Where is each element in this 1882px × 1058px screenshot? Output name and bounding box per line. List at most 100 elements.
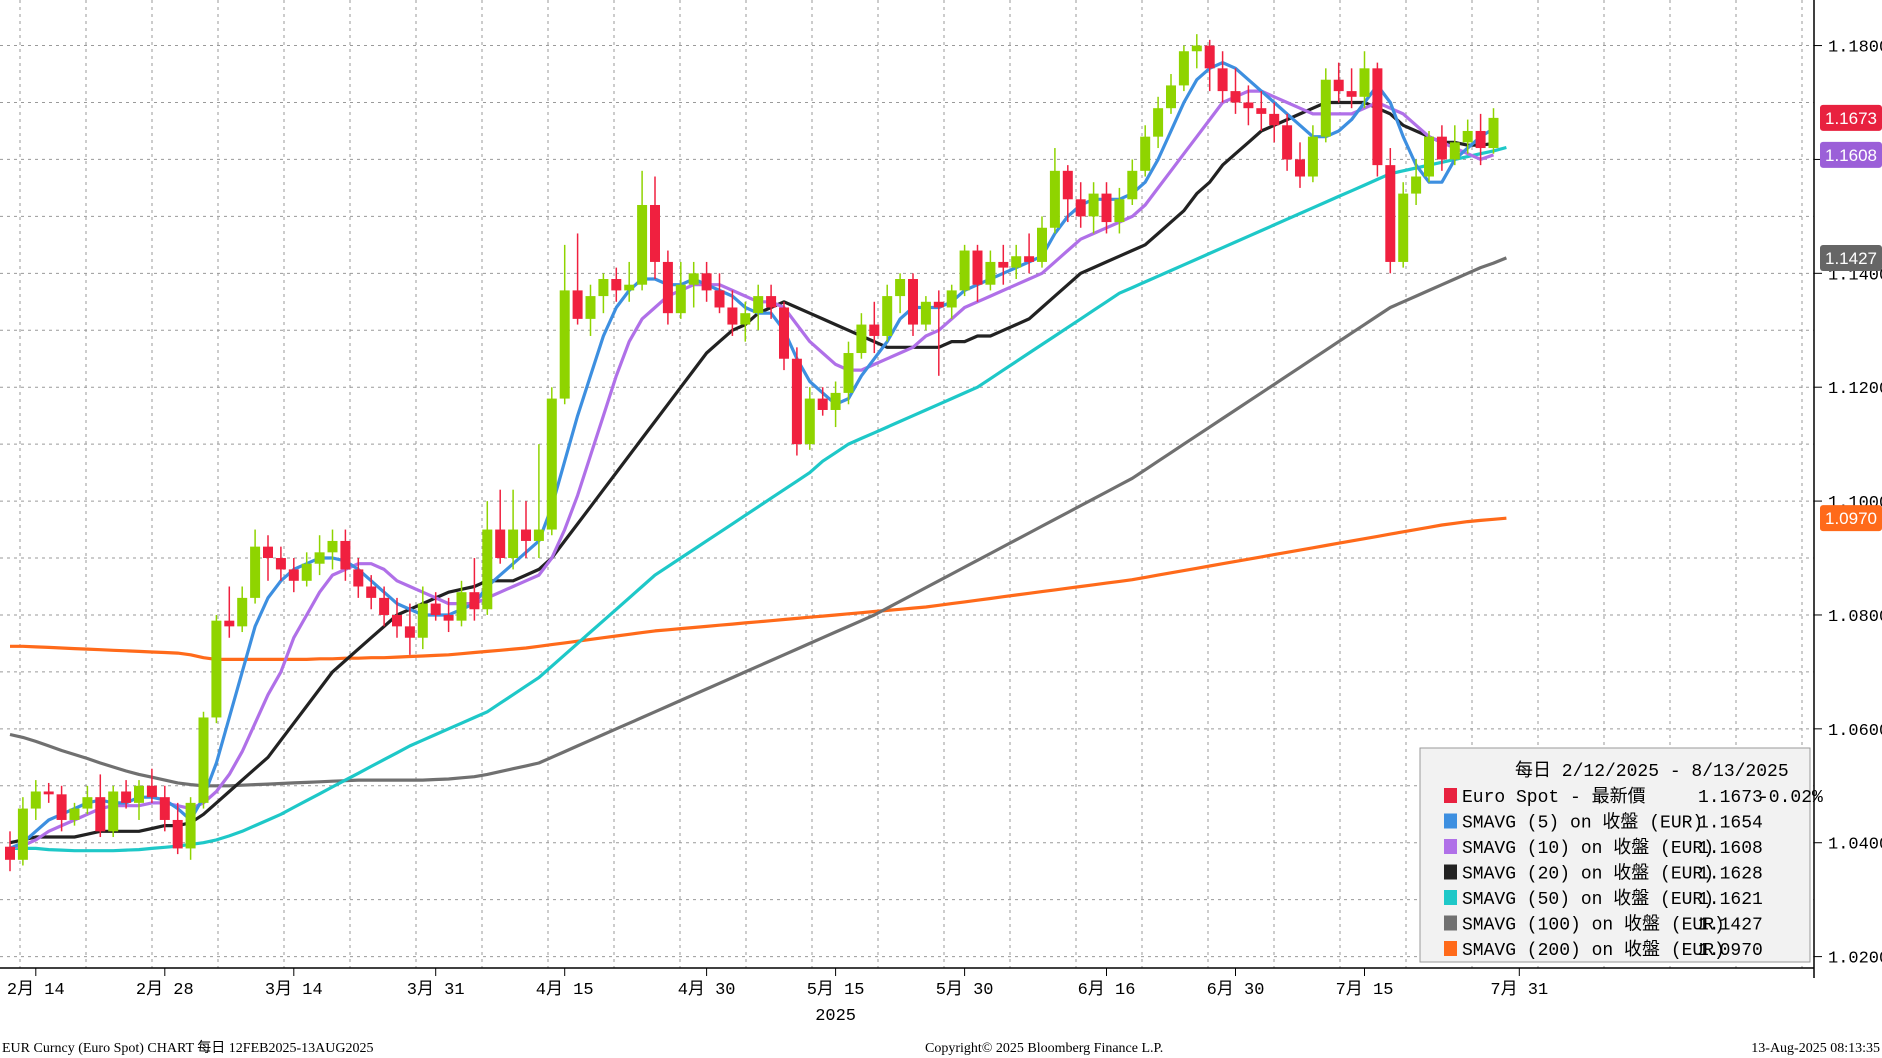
candle — [1411, 159, 1422, 205]
candle-body — [95, 797, 106, 832]
candle — [1204, 39, 1215, 92]
candle-body — [856, 324, 867, 354]
candle — [1114, 187, 1125, 234]
candle-body — [121, 791, 132, 803]
candle — [1333, 62, 1344, 103]
candle-body — [882, 296, 893, 336]
candle-body — [727, 307, 738, 325]
candle-body — [1282, 125, 1293, 160]
candle — [1307, 125, 1318, 183]
candle — [43, 782, 54, 803]
candle — [804, 387, 815, 450]
candle-body — [959, 250, 970, 291]
candle — [1488, 108, 1499, 154]
candle — [766, 284, 777, 319]
candle-body — [869, 324, 880, 336]
candle — [1436, 125, 1447, 171]
legend-label: SMAVG (10) on 收盤 (EUR) — [1462, 837, 1714, 859]
sma-line-100 — [9, 256, 1507, 788]
x-tick-label: 6月 16 — [1078, 980, 1136, 1000]
x-year-label: 2025 — [815, 1007, 856, 1026]
candle — [1385, 148, 1396, 274]
candle — [1320, 68, 1331, 143]
candle-body — [585, 296, 596, 319]
candle-body — [559, 290, 570, 399]
x-tick-label: 3月 31 — [407, 980, 465, 1000]
candle-body — [211, 620, 222, 718]
x-tick-label: 2月 28 — [136, 980, 194, 1000]
candle-body — [1178, 51, 1189, 86]
candle-body — [946, 290, 957, 308]
legend-swatch — [1444, 864, 1457, 880]
candle-body — [701, 273, 712, 291]
candle — [1372, 62, 1383, 177]
candle — [392, 597, 402, 638]
candle-body — [159, 797, 170, 820]
candle — [946, 284, 957, 319]
y-tick-label: 1.1800 — [1828, 39, 1882, 58]
candle — [82, 785, 93, 815]
candle — [1475, 113, 1486, 166]
candle-body — [495, 529, 506, 559]
candle — [521, 501, 531, 559]
candle-body — [327, 540, 338, 553]
candle — [688, 261, 699, 308]
value-badge: 1.1608 — [1820, 141, 1882, 168]
candle — [1037, 216, 1047, 268]
candle-body — [933, 301, 944, 308]
candle — [508, 489, 519, 570]
candle — [1166, 74, 1176, 114]
candle-body — [1295, 159, 1305, 177]
legend-label: SMAVG (50) on 收盤 (EUR) — [1462, 888, 1714, 910]
candle — [469, 558, 480, 621]
candle-body — [69, 808, 80, 820]
candle — [1127, 159, 1138, 205]
candle — [1230, 68, 1241, 114]
candle — [727, 290, 738, 336]
candle — [908, 273, 918, 336]
candle-body — [998, 261, 1009, 268]
candle-body — [404, 626, 415, 638]
candle-body — [675, 284, 686, 314]
candle — [1011, 244, 1022, 280]
candle-body — [572, 290, 583, 319]
x-tick-label: 5月 30 — [936, 980, 994, 1000]
y-tick-label: 1.0600 — [1828, 722, 1882, 741]
candle-body — [1191, 45, 1202, 52]
value-badge-bg — [1820, 505, 1882, 532]
moving-average-lines — [9, 60, 1507, 853]
candle — [5, 831, 15, 872]
candle-body — [1166, 85, 1176, 109]
candle — [430, 592, 441, 621]
candle-body — [17, 808, 28, 860]
candle-body — [1243, 102, 1254, 109]
candle-body — [972, 250, 983, 285]
candle — [675, 261, 686, 319]
y-axis: 1.18001.16001.14001.12001.10001.08001.06… — [1814, 39, 1882, 969]
candle — [134, 780, 144, 820]
candle-body — [650, 204, 660, 262]
candle-body — [108, 791, 119, 832]
legend-label: SMAVG (200) on 收盤 (EUR) — [1462, 939, 1725, 961]
candle-body — [56, 794, 67, 820]
candle-body — [237, 597, 248, 627]
x-tick-label: 6月 30 — [1207, 980, 1265, 1000]
candle — [1462, 119, 1473, 154]
candle-body — [1024, 256, 1035, 262]
candle — [1024, 233, 1035, 274]
candle — [456, 580, 467, 627]
candle-body — [1062, 170, 1073, 200]
candle-body — [263, 546, 273, 559]
candle-body — [417, 603, 428, 638]
legend-swatch — [1444, 890, 1457, 905]
legend-swatch — [1444, 813, 1457, 829]
legend-label: SMAVG (100) on 收盤 (EUR) — [1462, 914, 1725, 936]
candle — [753, 284, 764, 331]
candle — [1346, 68, 1357, 109]
legend-value: 1.1608 — [1698, 839, 1763, 859]
candle-body — [1088, 193, 1099, 217]
legend-box: 每日 2/12/2025 - 8/13/2025 Euro Spot - 最新價… — [1419, 747, 1823, 963]
candle — [314, 535, 325, 576]
candle — [985, 250, 996, 291]
candle — [108, 785, 119, 838]
